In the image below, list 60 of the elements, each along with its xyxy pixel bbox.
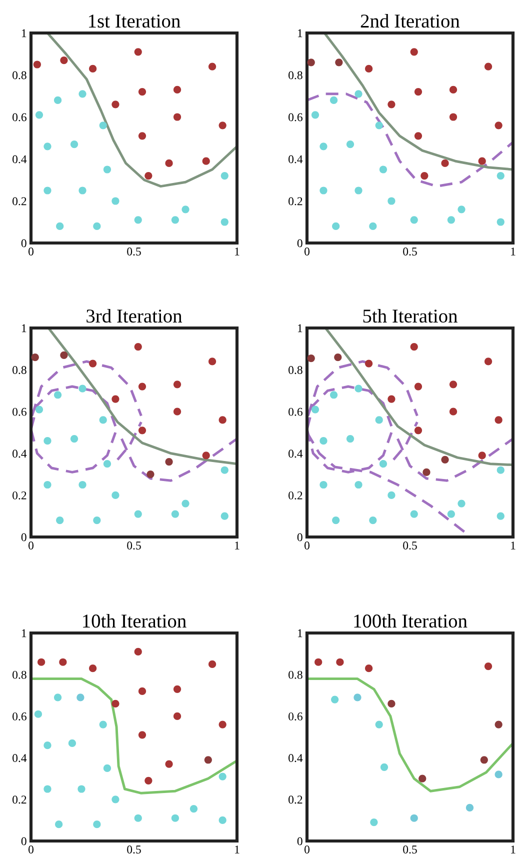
y-tick-label: 0 [297,837,302,846]
x-tick-label: 0 [304,542,310,550]
x-tick-label: 1 [235,248,240,256]
x-tick-label: 0 [304,846,310,854]
y-tick-label: 0.4 [12,754,27,762]
x-tick-label: 0.5 [403,542,417,550]
y-tick-label: 0.6 [288,408,302,416]
y-tick-label: 0.8 [288,71,302,80]
y-tick-label: 0.6 [12,113,26,122]
y-tick-label: 0 [297,239,302,248]
y-tick-label: 0.8 [12,71,26,80]
y-tick-label: 0.4 [12,450,27,458]
y-tick-label: 1 [298,29,302,38]
y-tick-label: 0.8 [288,366,302,374]
y-tick-label: 0.6 [12,712,26,720]
x-tick-label: 0 [28,542,34,550]
x-tick-label: 1 [511,846,516,854]
x-tick-label: 1 [511,542,516,550]
y-tick-label: 1 [298,629,302,638]
x-tick-label: 0 [28,846,34,854]
y-tick-label: 0.2 [288,197,302,206]
y-tick-label: 0 [21,533,26,542]
y-tick-label: 0.2 [288,796,302,804]
y-tick-label: 0 [21,239,26,248]
x-tick-label: 0.5 [403,846,417,854]
x-tick-label: 0.5 [127,248,141,256]
y-tick-label: 0.4 [288,450,303,458]
y-tick-label: 0.6 [288,113,302,122]
y-tick-label: 0.2 [12,491,26,500]
y-tick-label: 0.8 [12,366,26,374]
x-tick-label: 0.5 [127,542,141,550]
chart-title: 2nd Iteration [360,14,460,28]
y-tick-label: 0.4 [288,155,303,164]
x-tick-label: 1 [235,846,240,854]
y-tick-label: 0.2 [12,197,26,206]
x-tick-label: 0 [304,248,310,256]
y-tick-label: 0.6 [12,408,26,416]
y-tick-label: 0.8 [12,670,26,679]
chart-title: 10th Iteration [83,614,186,628]
chart-title: 5th Iteration [363,308,458,323]
y-tick-label: 1 [22,629,26,638]
y-tick-label: 0.4 [288,754,303,762]
y-tick-label: 0 [297,533,302,542]
y-tick-label: 0 [21,837,26,846]
x-tick-label: 1 [511,248,516,256]
x-tick-label: 0.5 [403,248,417,256]
y-tick-label: 1 [298,324,302,332]
chart-title: 1st Iteration [89,14,180,28]
y-tick-label: 0.8 [288,670,302,679]
y-tick-label: 0.6 [288,712,302,720]
chart-title: 100th Iteration [354,614,468,628]
y-tick-label: 0.2 [12,796,26,804]
x-tick-label: 1 [235,542,240,550]
y-tick-label: 1 [22,29,26,38]
y-tick-label: 0.2 [288,491,302,500]
y-tick-label: 0.4 [12,155,27,164]
x-tick-label: 0.5 [127,846,141,854]
chart-title: 3rd Iteration [86,308,182,323]
y-tick-label: 1 [22,324,26,332]
x-tick-label: 0 [28,248,34,256]
